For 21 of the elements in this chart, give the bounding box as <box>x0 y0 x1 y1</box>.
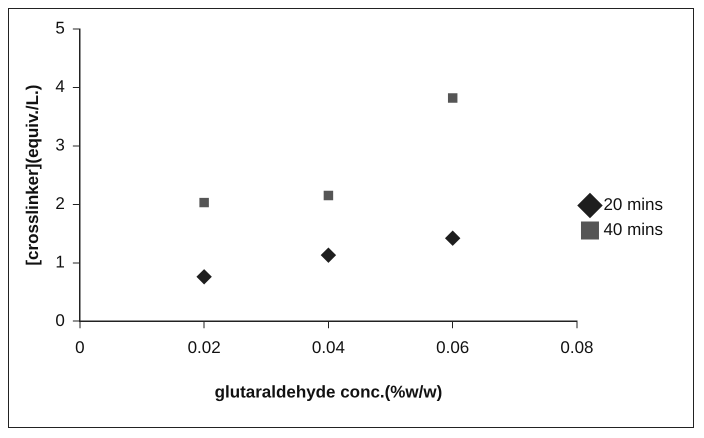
y-tick-label: 0 <box>55 310 65 330</box>
point <box>320 248 336 263</box>
point <box>324 190 334 200</box>
point <box>196 269 212 284</box>
y-tick-label: 4 <box>55 77 65 96</box>
legend-label: 20 mins <box>603 195 664 214</box>
point <box>445 230 460 246</box>
point <box>199 198 209 208</box>
legend-label: 40 mins <box>603 220 664 240</box>
y-tick-label: 3 <box>55 136 65 155</box>
point <box>448 93 458 103</box>
y-tick-label: 5 <box>55 18 65 38</box>
y-axis-title: [crosslinker](equiv./L.) <box>22 84 42 266</box>
x-axis-title: glutaraldehyde conc.(%w/w) <box>214 382 442 402</box>
y-tick-label: 2 <box>55 194 65 214</box>
x-tick-label: 0.06 <box>436 338 470 358</box>
x-tick-label: 0.02 <box>188 338 221 358</box>
x-tick-label: 0.04 <box>312 338 345 358</box>
x-tick-label: 0.08 <box>560 338 594 358</box>
x-tick-label: 0 <box>75 338 85 358</box>
y-tick-label: 1 <box>55 252 65 272</box>
